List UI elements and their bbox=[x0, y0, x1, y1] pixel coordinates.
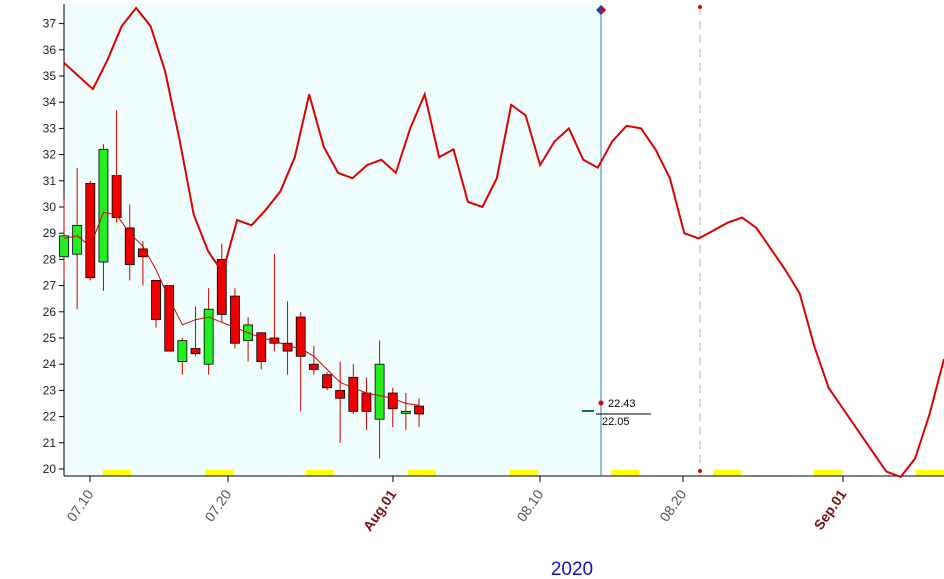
cycle-forecast-line bbox=[63, 6, 944, 479]
y-tick-label: 28 bbox=[43, 252, 57, 266]
candle bbox=[400, 393, 411, 430]
y-tick-label: 27 bbox=[43, 279, 57, 293]
candle bbox=[256, 332, 267, 370]
candle bbox=[85, 180, 96, 281]
candle-body bbox=[256, 332, 267, 362]
y-tick-label: 34 bbox=[43, 95, 57, 109]
weekend-marker bbox=[103, 470, 131, 476]
candle-body bbox=[164, 285, 175, 352]
forecast-top-marker bbox=[698, 5, 702, 9]
candle-body bbox=[335, 389, 346, 399]
ma-end-marker bbox=[598, 400, 604, 406]
history-shaded-region bbox=[64, 4, 601, 476]
candle-body bbox=[374, 363, 385, 420]
candle-body bbox=[400, 410, 411, 414]
candle-body bbox=[203, 308, 214, 365]
weekend-marker bbox=[713, 470, 741, 476]
candle-body bbox=[308, 363, 319, 370]
candle-body bbox=[137, 248, 148, 258]
candle bbox=[348, 364, 359, 414]
moving-average-line bbox=[63, 211, 420, 406]
weekend-marker bbox=[306, 470, 334, 476]
candle-body bbox=[151, 279, 161, 321]
candle bbox=[295, 311, 306, 412]
year-label: 2020 bbox=[551, 559, 593, 579]
candle bbox=[216, 243, 227, 323]
y-tick-label: 24 bbox=[43, 357, 57, 371]
candle bbox=[124, 204, 135, 281]
y-tick-label: 31 bbox=[43, 174, 57, 188]
y-tick-label: 21 bbox=[43, 436, 57, 450]
close-value-label: 22.05 bbox=[602, 416, 630, 428]
weekend-marker bbox=[611, 470, 639, 476]
candle bbox=[374, 340, 385, 459]
candle-body bbox=[295, 316, 306, 357]
y-tick-label: 30 bbox=[43, 200, 57, 214]
candle bbox=[164, 285, 175, 352]
candle bbox=[322, 372, 332, 391]
candle-body bbox=[190, 348, 201, 355]
candle bbox=[190, 306, 201, 357]
candle-body bbox=[216, 258, 227, 315]
y-tick-label: 32 bbox=[43, 148, 57, 162]
candle-body bbox=[414, 405, 424, 415]
forecast-bottom-marker bbox=[698, 469, 702, 473]
weekend-marker bbox=[205, 470, 233, 476]
candle-body bbox=[177, 340, 188, 362]
candle bbox=[137, 241, 148, 286]
current-date-marker-red bbox=[601, 5, 606, 15]
candle bbox=[387, 387, 398, 428]
ma-value-label: 22.43 bbox=[608, 398, 636, 410]
candle-body bbox=[322, 374, 332, 389]
y-tick-label: 29 bbox=[43, 226, 57, 240]
y-tick-label: 37 bbox=[43, 17, 57, 31]
candle bbox=[308, 345, 319, 375]
weekend-marker bbox=[510, 470, 538, 476]
candlestick-series bbox=[59, 110, 424, 459]
weekend-marker bbox=[916, 470, 944, 476]
candle-body bbox=[230, 295, 240, 344]
y-tick-label: 36 bbox=[43, 43, 57, 57]
candle bbox=[335, 361, 346, 443]
candle-body bbox=[85, 183, 96, 279]
candle bbox=[177, 338, 188, 375]
candle-body bbox=[348, 376, 359, 412]
candle bbox=[230, 288, 240, 349]
candle-body bbox=[124, 227, 135, 266]
candle-body bbox=[361, 392, 372, 412]
weekend-marker bbox=[814, 470, 842, 476]
y-tick-label: 26 bbox=[43, 305, 57, 319]
y-axis: 20 21 22 23 24 25 26 27 28 29 30 31 32 33 34 35 36 37 bbox=[43, 4, 65, 476]
candle bbox=[111, 110, 122, 223]
y-tick-label: 23 bbox=[43, 383, 57, 397]
candle bbox=[151, 279, 161, 328]
candle-body bbox=[111, 175, 122, 218]
weekend-marker bbox=[408, 470, 436, 476]
candle bbox=[203, 288, 214, 375]
y-tick-label: 20 bbox=[43, 462, 57, 476]
weekend-markers bbox=[103, 470, 944, 476]
candle bbox=[59, 199, 69, 281]
candle-body bbox=[387, 392, 398, 410]
y-tick-label: 35 bbox=[43, 69, 57, 83]
candle-body bbox=[72, 224, 83, 255]
y-tick-label: 22 bbox=[43, 410, 57, 424]
y-tick-label: 25 bbox=[43, 331, 57, 345]
candle-body bbox=[59, 235, 69, 258]
candle bbox=[414, 398, 424, 428]
candle-body bbox=[98, 148, 109, 263]
candle bbox=[98, 144, 109, 291]
y-tick-label: 33 bbox=[43, 121, 57, 135]
